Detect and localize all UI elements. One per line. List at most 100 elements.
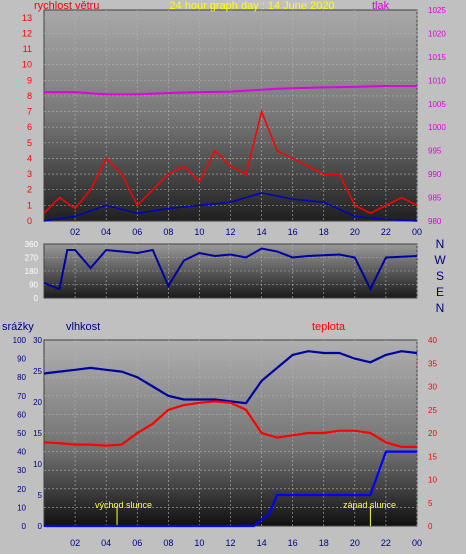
right-tick-label: 990 bbox=[428, 170, 442, 179]
direction-panel-series bbox=[43, 247, 418, 292]
right-tick-label: 980 bbox=[428, 217, 442, 226]
rain-tick-label: 30 bbox=[33, 336, 42, 345]
x-tick-label: 04 bbox=[101, 538, 111, 548]
compass-label: W bbox=[434, 253, 446, 267]
direction-tick-label: 360 bbox=[25, 240, 39, 249]
direction-tick-label: 90 bbox=[29, 281, 38, 290]
sunset-label: západ slunce bbox=[343, 500, 396, 510]
x-tick-label: 20 bbox=[350, 538, 360, 548]
left-tick-label: 11 bbox=[23, 44, 32, 54]
temperature-tick-label: 30 bbox=[428, 383, 437, 392]
rain-tick-label: 5 bbox=[38, 491, 43, 500]
x-tick-label: 00 bbox=[412, 538, 422, 548]
x-tick-label: 00 bbox=[412, 227, 422, 237]
x-tick-label: 20 bbox=[350, 227, 360, 237]
direction-panel-ticks: 0 90 180 270 360 bbox=[25, 240, 39, 303]
x-tick-label: 06 bbox=[132, 538, 142, 548]
humidity-tick-label: 100 bbox=[13, 336, 27, 345]
rain-tick-label: 10 bbox=[33, 460, 42, 469]
x-tick-label: 02 bbox=[70, 538, 80, 548]
rain-label: srážky bbox=[2, 321, 34, 333]
x-tick-label: 16 bbox=[288, 538, 298, 548]
wind-speed-label: rychlost větru bbox=[34, 0, 99, 12]
humidity-label: vlhkost bbox=[66, 321, 100, 333]
temperature-label: teplota bbox=[312, 321, 346, 333]
compass-label: E bbox=[436, 285, 444, 299]
temperature-tick-label: 35 bbox=[428, 359, 437, 368]
x-tick-label: 08 bbox=[163, 227, 173, 237]
x-tick-label: 22 bbox=[381, 538, 391, 548]
average-line bbox=[43, 192, 418, 222]
temperature-tick-label: 5 bbox=[428, 499, 433, 508]
rain-line bbox=[44, 450, 417, 528]
rain-tick-label: 25 bbox=[33, 367, 42, 376]
wind-panel-series bbox=[43, 85, 418, 222]
left-tick-label: 10 bbox=[22, 60, 32, 70]
sunrise-label: východ slunce bbox=[95, 500, 152, 510]
temperature-tick-label: 20 bbox=[428, 429, 437, 438]
right-tick-label: 1025 bbox=[428, 6, 446, 15]
humidity-line bbox=[43, 350, 418, 405]
temperature-tick-label: 40 bbox=[428, 336, 437, 345]
x-tick-label: 14 bbox=[257, 538, 267, 548]
x-tick-label: 04 bbox=[101, 227, 111, 237]
x-tick-label: 12 bbox=[225, 538, 235, 548]
x-tick-label: 16 bbox=[288, 227, 298, 237]
chart-title: 24 hour graph day : 14 June 2020 bbox=[169, 0, 334, 12]
wind-panel-grid bbox=[44, 10, 418, 221]
humidity-tick-label: 30 bbox=[17, 466, 26, 475]
direction-tick-label: 0 bbox=[34, 294, 39, 303]
right-tick-label: 985 bbox=[428, 194, 442, 203]
right-tick-label: 1015 bbox=[428, 53, 446, 62]
compass-label: S bbox=[436, 269, 444, 283]
x-tick-label: 08 bbox=[163, 538, 173, 548]
compass-label: N bbox=[436, 301, 445, 315]
humidity-tick-label: 80 bbox=[17, 373, 26, 382]
left-tick-label: 6 bbox=[27, 122, 32, 132]
rain-tick-label: 0 bbox=[38, 522, 43, 531]
temp-panel-ticks: 02 04 06 08 10 12 14 16 18 20 22 000102030405060708… bbox=[13, 336, 438, 548]
direction-tick-label: 180 bbox=[25, 267, 39, 276]
left-tick-label: 4 bbox=[27, 153, 32, 163]
x-tick-label: 22 bbox=[381, 227, 391, 237]
right-tick-label: 1000 bbox=[428, 123, 446, 132]
right-tick-label: 995 bbox=[428, 147, 442, 156]
humidity-tick-label: 10 bbox=[17, 503, 26, 512]
left-tick-label: 5 bbox=[27, 138, 32, 148]
temperature-line bbox=[43, 400, 417, 448]
left-tick-label: 3 bbox=[27, 169, 32, 179]
temperature-tick-label: 25 bbox=[428, 406, 437, 415]
x-tick-label: 18 bbox=[319, 227, 329, 237]
left-tick-label: 9 bbox=[27, 75, 32, 85]
rain-tick-label: 15 bbox=[33, 429, 42, 438]
compass-label: N bbox=[436, 237, 445, 251]
left-tick-label: 2 bbox=[27, 185, 32, 195]
right-tick-label: 1005 bbox=[428, 100, 446, 109]
left-tick-label: 1 bbox=[27, 200, 32, 210]
gust-line bbox=[43, 109, 418, 215]
left-tick-label: 12 bbox=[22, 28, 32, 38]
temperature-tick-label: 0 bbox=[428, 522, 433, 531]
left-tick-label: 13 bbox=[22, 13, 32, 23]
direction-line bbox=[43, 247, 418, 292]
rain-tick-label: 20 bbox=[33, 398, 42, 407]
wind-pressure-panel: 02 04 06 08 10 12 14 16 18 20 22 000123456789101112… bbox=[22, 0, 446, 237]
x-tick-label: 14 bbox=[257, 227, 267, 237]
wind-panel-ticks: 02 04 06 08 10 12 14 16 18 20 22 000123456789101112… bbox=[22, 6, 446, 237]
humidity-tick-label: 50 bbox=[17, 429, 26, 438]
humidity-tick-label: 40 bbox=[17, 448, 26, 457]
pressure-line bbox=[44, 85, 417, 96]
temperature-tick-label: 15 bbox=[428, 452, 437, 461]
temp-humidity-panel: 02 04 06 08 10 12 14 16 18 20 22 000102030405060708… bbox=[2, 321, 437, 548]
humidity-tick-label: 20 bbox=[17, 485, 26, 494]
left-tick-label: 8 bbox=[27, 91, 32, 101]
temp-panel-series bbox=[43, 350, 418, 528]
x-tick-label: 18 bbox=[319, 538, 329, 548]
direction-tick-label: 270 bbox=[25, 254, 39, 263]
humidity-tick-label: 0 bbox=[22, 522, 27, 531]
humidity-tick-label: 90 bbox=[17, 355, 26, 364]
pressure-label: tlak bbox=[372, 0, 390, 12]
